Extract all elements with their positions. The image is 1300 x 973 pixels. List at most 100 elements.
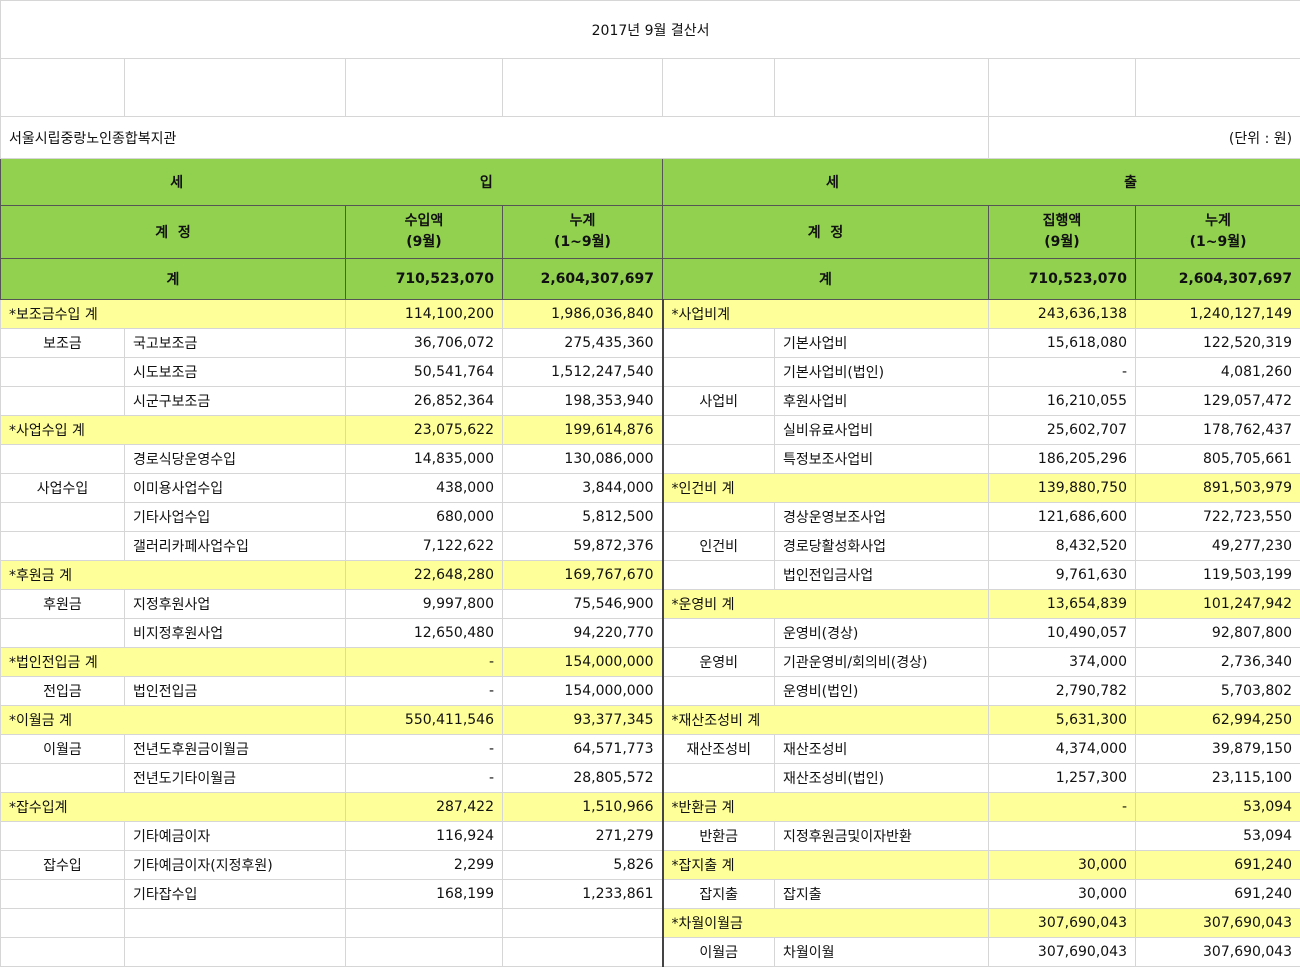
income-category[interactable]: 후원금 xyxy=(0,589,125,619)
expense-month-value[interactable]: 10,490,057 xyxy=(988,618,1136,648)
expense-category[interactable] xyxy=(661,502,775,532)
blank-cell[interactable] xyxy=(502,937,663,967)
expense-item[interactable]: 운영비(경상) xyxy=(774,618,989,648)
income-month-value[interactable]: 680,000 xyxy=(345,502,503,532)
income-category[interactable]: 전입금 xyxy=(0,676,125,706)
income-cum-value[interactable]: 64,571,773 xyxy=(502,734,663,764)
blank-cell[interactable] xyxy=(988,58,1136,117)
expense-month-value[interactable]: 307,690,043 xyxy=(988,937,1136,967)
expense-subtotal-month[interactable]: 243,636,138 xyxy=(988,299,1136,329)
expense-item[interactable]: 특정보조사업비 xyxy=(774,444,989,474)
income-month-value[interactable]: 14,835,000 xyxy=(345,444,503,474)
expense-category[interactable] xyxy=(661,618,775,648)
income-item[interactable]: 시도보조금 xyxy=(124,357,346,387)
blank-cell[interactable] xyxy=(502,58,663,117)
expense-month-value[interactable]: 2,790,782 xyxy=(988,676,1136,706)
income-month-value[interactable]: 116,924 xyxy=(345,821,503,851)
income-cum-value[interactable]: 1,512,247,540 xyxy=(502,357,663,387)
income-cum-value[interactable]: 94,220,770 xyxy=(502,618,663,648)
income-cum-value[interactable]: 1,233,861 xyxy=(502,879,663,909)
blank-cell[interactable] xyxy=(0,908,125,938)
expense-subtotal-cum[interactable]: 101,247,942 xyxy=(1134,589,1300,619)
income-item[interactable]: 비지정후원사업 xyxy=(124,618,346,648)
income-cum-value[interactable]: 271,279 xyxy=(502,821,663,851)
expense-cum-value[interactable]: 23,115,100 xyxy=(1134,763,1300,793)
expense-subtotal-month[interactable]: 5,631,300 xyxy=(988,705,1136,735)
income-month-value[interactable]: 26,852,364 xyxy=(345,386,503,416)
income-month-value[interactable]: 2,299 xyxy=(345,850,503,880)
expense-category[interactable]: 사업비 xyxy=(661,386,775,416)
expense-item[interactable]: 재산조성비 xyxy=(774,734,989,764)
income-category[interactable] xyxy=(0,618,125,648)
income-month-value[interactable]: 438,000 xyxy=(345,473,503,503)
expense-cum-value[interactable]: 119,503,199 xyxy=(1134,560,1300,590)
income-total-month[interactable]: 710,523,070 xyxy=(345,258,503,300)
income-cum-value[interactable]: 198,353,940 xyxy=(502,386,663,416)
expense-month-value[interactable]: 186,205,296 xyxy=(988,444,1136,474)
blank-cell[interactable] xyxy=(124,937,346,967)
income-subtotal-cum[interactable]: 1,510,966 xyxy=(502,792,663,822)
income-cum-value[interactable]: 3,844,000 xyxy=(502,473,663,503)
income-item[interactable]: 전년도기타이월금 xyxy=(124,763,346,793)
expense-subtotal-cum[interactable]: 53,094 xyxy=(1134,792,1300,822)
income-cum-value[interactable]: 28,805,572 xyxy=(502,763,663,793)
expense-month-value[interactable]: 15,618,080 xyxy=(988,328,1136,358)
expense-item[interactable]: 법인전입금사업 xyxy=(774,560,989,590)
income-item[interactable]: 기타예금이자(지정후원) xyxy=(124,850,346,880)
expense-category[interactable]: 잡지출 xyxy=(661,879,775,909)
expense-cum-value[interactable]: 92,807,800 xyxy=(1134,618,1300,648)
blank-cell[interactable] xyxy=(345,937,503,967)
expense-subtotal-cum[interactable]: 691,240 xyxy=(1134,850,1300,880)
expense-month-value[interactable]: 121,686,600 xyxy=(988,502,1136,532)
expense-month-value[interactable]: 4,374,000 xyxy=(988,734,1136,764)
income-category[interactable] xyxy=(0,821,125,851)
expense-month-value[interactable]: 25,602,707 xyxy=(988,415,1136,445)
expense-item[interactable]: 후원사업비 xyxy=(774,386,989,416)
expense-month-value[interactable]: 8,432,520 xyxy=(988,531,1136,561)
income-cum-value[interactable]: 154,000,000 xyxy=(502,676,663,706)
blank-cell[interactable] xyxy=(124,58,346,117)
income-month-value[interactable]: 9,997,800 xyxy=(345,589,503,619)
income-month-value[interactable]: 50,541,764 xyxy=(345,357,503,387)
expense-subtotal-month[interactable]: 139,880,750 xyxy=(988,473,1136,503)
expense-cum-value[interactable]: 2,736,340 xyxy=(1134,647,1300,677)
expense-category[interactable]: 재산조성비 xyxy=(661,734,775,764)
expense-cum-value[interactable]: 53,094 xyxy=(1134,821,1300,851)
income-category[interactable]: 잡수입 xyxy=(0,850,125,880)
expense-cum-value[interactable]: 4,081,260 xyxy=(1134,357,1300,387)
blank-cell[interactable] xyxy=(0,937,125,967)
expense-item[interactable]: 차월이월 xyxy=(774,937,989,967)
expense-cum-value[interactable]: 122,520,319 xyxy=(1134,328,1300,358)
expense-month-value[interactable]: 374,000 xyxy=(988,647,1136,677)
income-category[interactable] xyxy=(0,357,125,387)
expense-item[interactable]: 기본사업비(법인) xyxy=(774,357,989,387)
expense-subtotal-month[interactable]: 30,000 xyxy=(988,850,1136,880)
expense-item[interactable]: 경로당활성화사업 xyxy=(774,531,989,561)
income-subtotal-month[interactable]: 23,075,622 xyxy=(345,415,503,445)
income-subtotal-month[interactable]: 287,422 xyxy=(345,792,503,822)
income-category[interactable]: 이월금 xyxy=(0,734,125,764)
income-subtotal-cum[interactable]: 169,767,670 xyxy=(502,560,663,590)
expense-category[interactable] xyxy=(661,763,775,793)
income-month-value[interactable]: 12,650,480 xyxy=(345,618,503,648)
income-item[interactable]: 갤러리카페사업수입 xyxy=(124,531,346,561)
expense-subtotal-month[interactable]: 13,654,839 xyxy=(988,589,1136,619)
income-category[interactable] xyxy=(0,502,125,532)
expense-category[interactable]: 인건비 xyxy=(661,531,775,561)
income-subtotal-cum[interactable]: 93,377,345 xyxy=(502,705,663,735)
blank-cell[interactable] xyxy=(1134,58,1300,117)
income-cum-value[interactable]: 130,086,000 xyxy=(502,444,663,474)
income-item[interactable]: 전년도후원금이월금 xyxy=(124,734,346,764)
expense-cum-value[interactable]: 5,703,802 xyxy=(1134,676,1300,706)
expense-item[interactable]: 기관운영비/회의비(경상) xyxy=(774,647,989,677)
income-month-value[interactable]: - xyxy=(345,734,503,764)
income-item[interactable]: 기타잡수입 xyxy=(124,879,346,909)
expense-subtotal-cum[interactable]: 1,240,127,149 xyxy=(1134,299,1300,329)
income-month-value[interactable]: - xyxy=(345,676,503,706)
expense-item[interactable]: 재산조성비(법인) xyxy=(774,763,989,793)
expense-cum-value[interactable]: 39,879,150 xyxy=(1134,734,1300,764)
expense-month-value[interactable]: 1,257,300 xyxy=(988,763,1136,793)
income-item[interactable]: 경로식당운영수입 xyxy=(124,444,346,474)
expense-item[interactable]: 지정후원금및이자반환 xyxy=(774,821,989,851)
expense-subtotal-cum[interactable]: 891,503,979 xyxy=(1134,473,1300,503)
